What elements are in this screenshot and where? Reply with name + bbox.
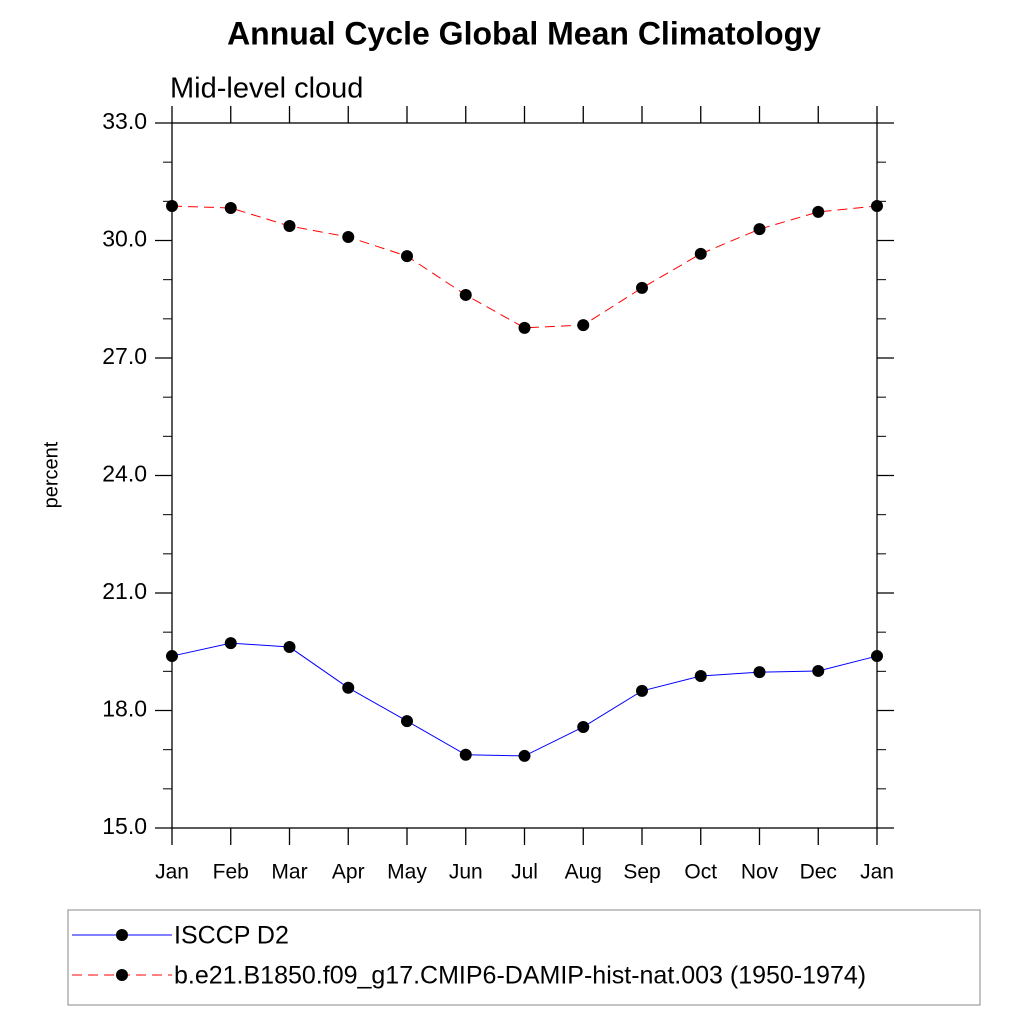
data-point <box>577 720 590 733</box>
data-point <box>518 321 531 334</box>
y-axis-label: percent <box>40 441 62 508</box>
data-point <box>636 281 648 294</box>
legend-label: ISCCP D2 <box>174 922 289 950</box>
data-point <box>342 230 355 243</box>
legend-marker <box>116 929 128 941</box>
y-tick-label: 24.0 <box>102 461 147 487</box>
data-point <box>224 201 237 214</box>
x-tick-label: Jun <box>449 861 483 884</box>
x-tick-label: Nov <box>741 861 779 884</box>
data-point <box>283 220 296 233</box>
data-point <box>812 205 825 218</box>
legend-marker <box>116 969 128 981</box>
chart-subtitle: Mid-level cloud <box>170 73 363 105</box>
series-line <box>171 205 878 329</box>
plot-frame <box>171 122 878 829</box>
y-tick-label: 18.0 <box>102 696 147 722</box>
chart-title: Annual Cycle Global Mean Climatology <box>227 15 821 51</box>
data-point <box>812 664 825 677</box>
y-tick-label: 21.0 <box>102 578 147 604</box>
legend-box <box>67 909 981 1006</box>
data-point <box>224 637 237 650</box>
x-tick-label: Sep <box>623 861 660 884</box>
data-point <box>753 666 766 679</box>
data-point <box>401 250 413 263</box>
data-point <box>459 748 472 761</box>
data-point <box>166 650 178 663</box>
data-point <box>342 681 355 694</box>
series-line <box>171 642 878 757</box>
data-point <box>577 319 590 332</box>
x-tick-label: Apr <box>332 861 365 884</box>
y-tick-label: 27.0 <box>102 343 147 369</box>
data-point <box>694 247 707 260</box>
legend-label: b.e21.B1850.f09_g17.CMIP6-DAMIP-hist-nat… <box>174 962 866 990</box>
data-point <box>166 200 178 213</box>
x-tick-label: Oct <box>684 861 717 884</box>
x-tick-label: May <box>387 861 427 884</box>
data-point <box>283 641 296 654</box>
data-point <box>753 223 766 236</box>
data-point <box>636 684 648 697</box>
x-tick-label: Dec <box>800 861 837 884</box>
data-point <box>518 749 531 762</box>
x-tick-label: Jul <box>511 861 538 884</box>
x-tick-label: Aug <box>565 861 602 884</box>
data-point <box>871 200 883 213</box>
x-tick-label: Jan <box>155 861 189 884</box>
y-tick-label: 33.0 <box>102 108 147 134</box>
data-point <box>401 715 413 728</box>
y-tick-label: 15.0 <box>102 813 147 839</box>
data-point <box>871 650 883 663</box>
y-tick-label: 30.0 <box>102 226 147 252</box>
x-tick-label: Mar <box>271 861 307 884</box>
x-tick-label: Jan <box>860 861 894 884</box>
data-point <box>459 288 472 301</box>
x-tick-label: Feb <box>213 861 249 884</box>
data-point <box>694 670 707 683</box>
